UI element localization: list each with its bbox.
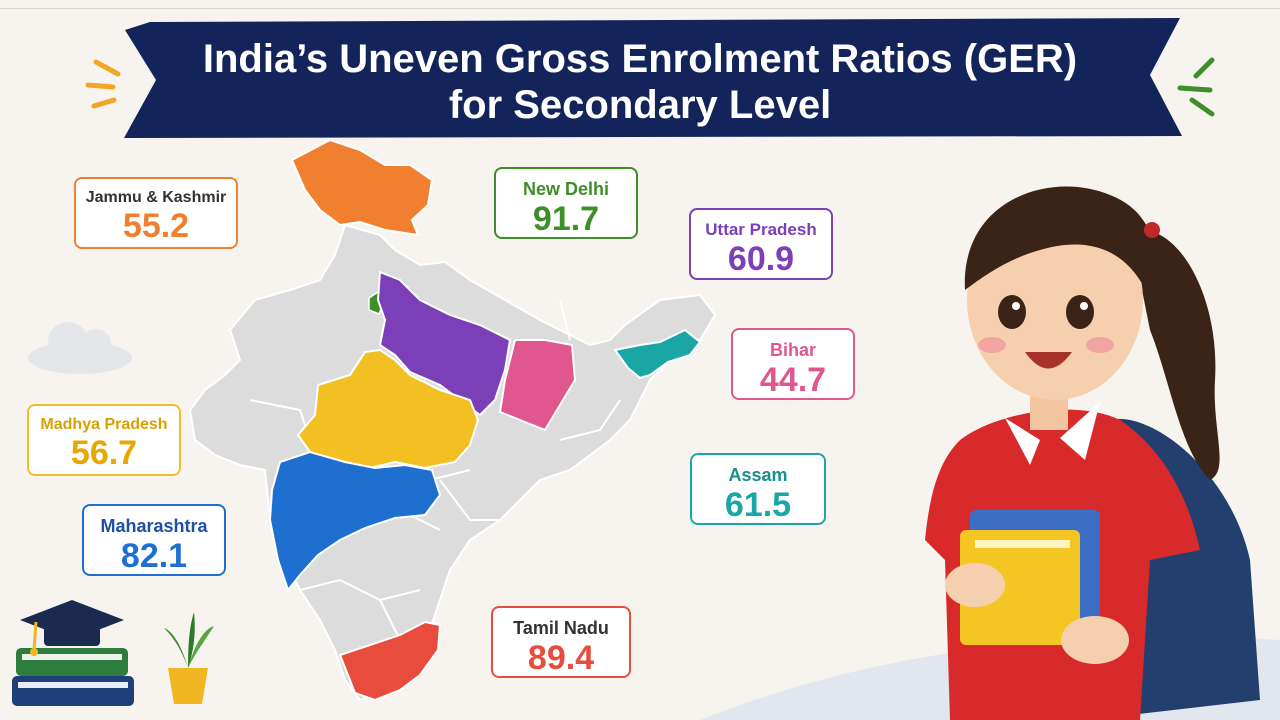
region-assam <box>613 328 702 380</box>
label-tamil-nadu: Tamil Nadu 89.4 <box>491 606 631 678</box>
title-line-1: India’s Uneven Gross Enrolment Ratios (G… <box>202 37 1078 81</box>
state-value: 82.1 <box>120 537 188 575</box>
state-name: Bihar <box>769 340 816 360</box>
label-maharashtra: Maharashtra 82.1 <box>82 504 226 576</box>
student-girl-illustration <box>925 186 1260 720</box>
accent-dashes-left <box>85 59 121 109</box>
books-icon <box>12 648 134 706</box>
region-maharashtra <box>268 450 442 593</box>
state-value: 56.7 <box>70 434 138 472</box>
state-name: Madhya Pradesh <box>40 416 168 433</box>
state-name: Maharashtra <box>100 516 208 536</box>
state-name: Jammu & Kashmir <box>85 189 227 206</box>
graduation-cap-icon <box>20 600 124 656</box>
state-value: 89.4 <box>527 639 595 677</box>
state-name: New Delhi <box>522 179 610 199</box>
plant-icon <box>164 612 214 704</box>
label-new-delhi: New Delhi 91.7 <box>494 167 638 239</box>
state-value: 91.7 <box>532 200 600 238</box>
state-value: 55.2 <box>122 207 190 245</box>
page-title: India’s Uneven Gross Enrolment Ratios (G… <box>170 36 1110 128</box>
accent-dashes-right <box>1177 57 1215 117</box>
state-name: Uttar Pradesh <box>705 220 817 239</box>
label-assam: Assam 61.5 <box>690 453 826 525</box>
state-value: 44.7 <box>759 361 827 399</box>
region-tamil-nadu <box>338 620 442 702</box>
label-madhya-pradesh: Madhya Pradesh 56.7 <box>27 404 181 476</box>
state-name: Assam <box>728 465 788 485</box>
region-bihar <box>498 339 577 432</box>
region-jammu-kashmir <box>290 138 434 237</box>
label-jammu-kashmir: Jammu & Kashmir 55.2 <box>74 177 238 249</box>
label-bihar: Bihar 44.7 <box>731 328 855 400</box>
top-divider <box>0 8 1280 9</box>
title-banner <box>85 18 1215 138</box>
title-line-2: for Secondary Level <box>448 83 832 127</box>
label-uttar-pradesh: Uttar Pradesh 60.9 <box>689 208 833 280</box>
cloud-icon <box>28 322 132 374</box>
region-uttar-pradesh <box>376 270 512 417</box>
state-value: 61.5 <box>724 486 792 524</box>
state-name: Tamil Nadu <box>513 618 609 638</box>
state-value: 60.9 <box>727 240 795 278</box>
